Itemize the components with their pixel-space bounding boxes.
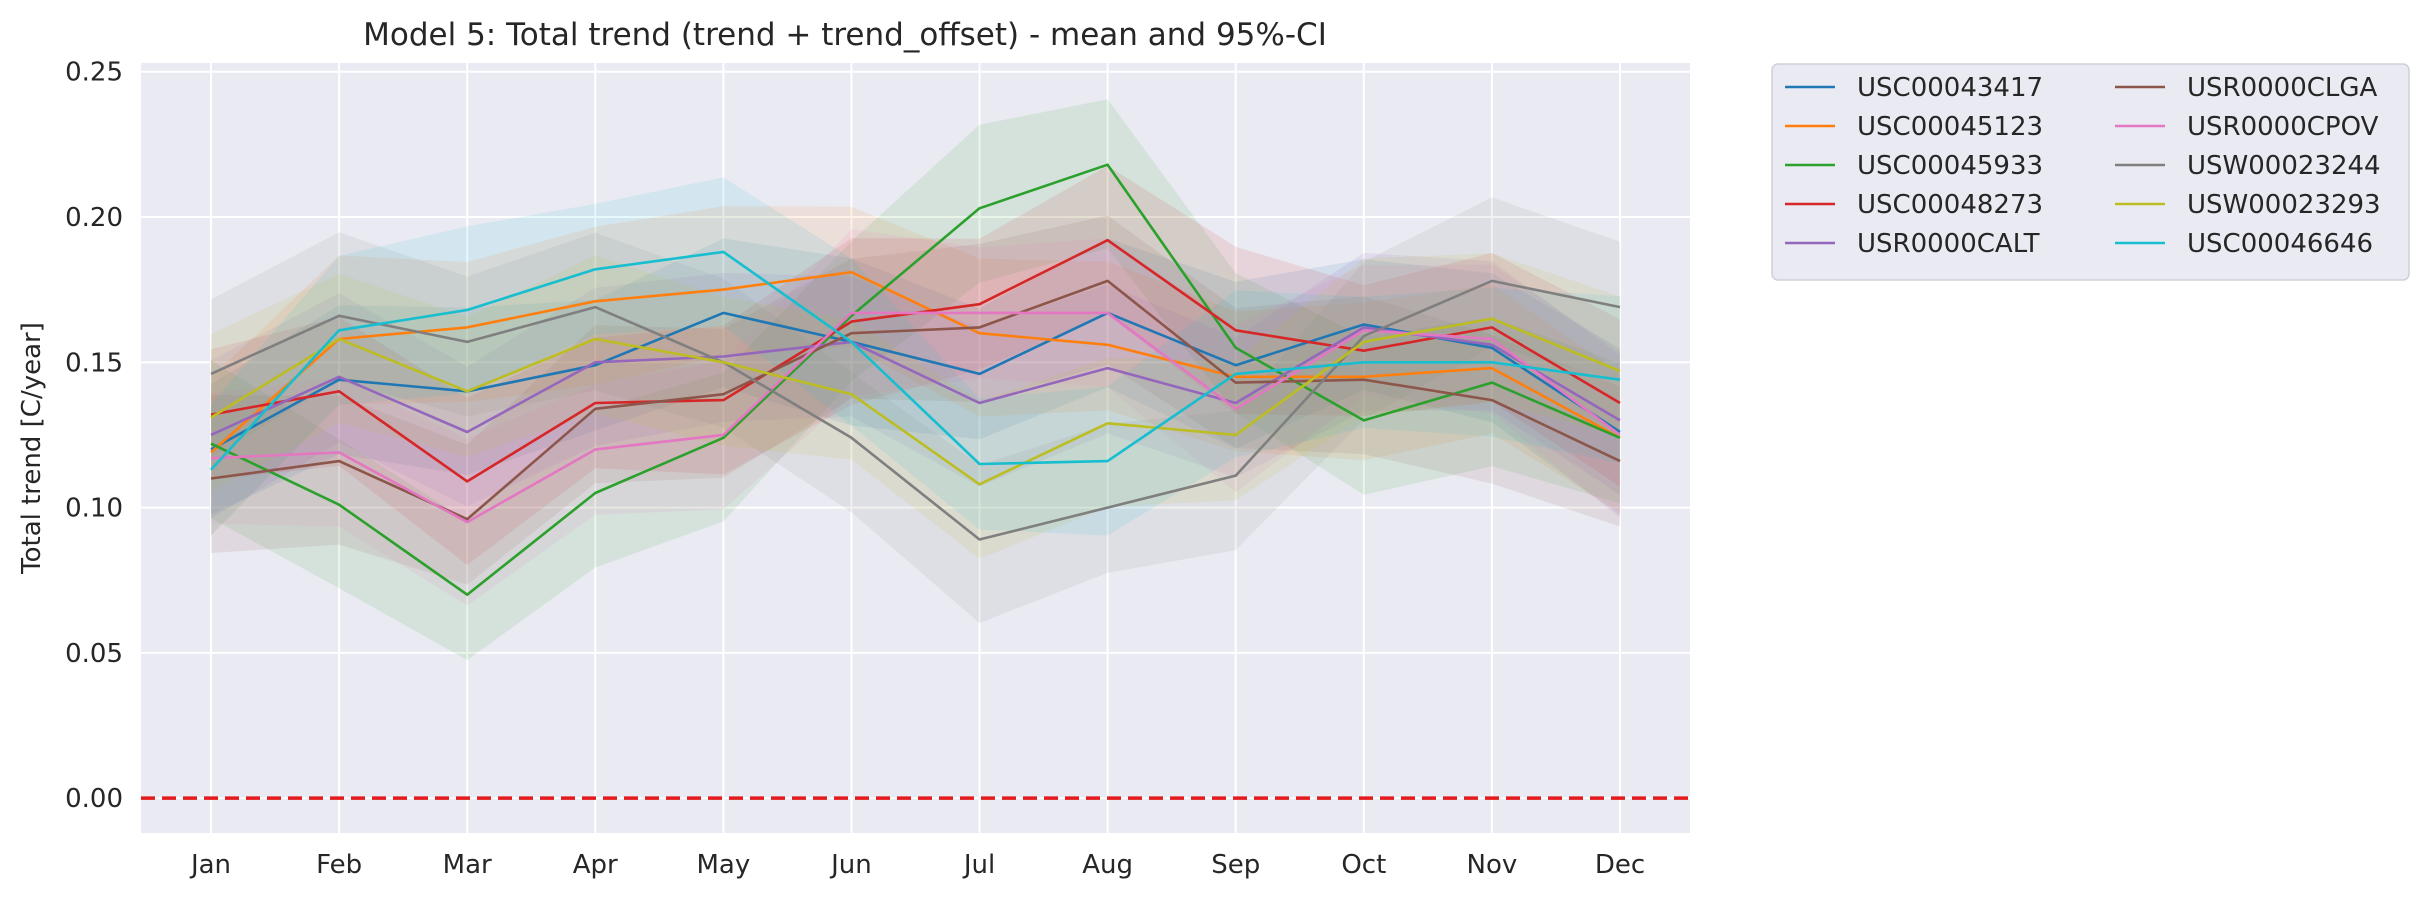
legend-label: USR0000CALT [1857, 229, 2040, 259]
y-tick-label: 0.20 [65, 203, 123, 233]
legend-box [1771, 63, 2410, 281]
legend: USC00043417 USC00045123 USC00045933 USC0004… [1771, 63, 2410, 281]
series-line-USC00046646 [210, 250, 1621, 471]
x-tick-label: May [696, 850, 750, 880]
legend-label: USC00048273 [1857, 190, 2043, 220]
grid-lines [141, 63, 1690, 833]
legend-label: USW00023293 [2187, 190, 2381, 220]
series-line-USW00023244 [210, 279, 1621, 541]
x-tick-label: Dec [1595, 850, 1645, 880]
x-tick-label: Aug [1082, 850, 1133, 880]
y-axis-ticks: 0.00 0.05 0.10 0.15 0.20 0.25 [65, 58, 123, 814]
legend-label: USR0000CLGA [2187, 73, 2378, 103]
ci-band-USC00048273 [211, 165, 1620, 566]
ci-band-USR0000CPOV [211, 229, 1620, 606]
y-tick-label: 0.05 [65, 639, 123, 669]
x-tick-label: Oct [1341, 850, 1386, 880]
x-tick-label: Nov [1467, 850, 1518, 880]
legend-label: USC00045123 [1857, 112, 2043, 142]
x-tick-label: Apr [573, 850, 618, 880]
legend-label: USC00043417 [1857, 73, 2043, 103]
series-line-USC00043417 [210, 311, 1621, 451]
ci-band-USW00023293 [211, 253, 1620, 559]
x-tick-label: Mar [443, 850, 492, 880]
x-axis-ticks: Jan Feb Mar Apr May Jun Jul Aug Sep Oct Nov Dec [189, 850, 1645, 880]
y-tick-label: 0.15 [65, 348, 123, 378]
y-tick-label: 0.10 [65, 494, 123, 524]
legend-label: USW00023244 [2187, 151, 2381, 181]
series-line-USC00045933 [210, 163, 1621, 597]
series-lines [210, 163, 1621, 597]
chart-title: Model 5: Total trend (trend + trend_offs… [363, 17, 1327, 53]
series-line-USR0000CALT [210, 326, 1621, 437]
x-tick-label: Feb [316, 850, 362, 880]
ci-band-USR0000CALT [211, 253, 1620, 519]
y-tick-label: 0.25 [65, 58, 123, 88]
y-tick-label: 0.00 [65, 784, 123, 814]
x-tick-label: Jun [829, 850, 872, 880]
y-axis-title: Total trend [C/year] [17, 322, 47, 575]
ci-band-USC00046646 [211, 177, 1620, 536]
series-line-USW00023293 [210, 317, 1621, 486]
x-tick-label: Jan [189, 850, 231, 880]
x-tick-label: Sep [1211, 850, 1260, 880]
legend-label: USR0000CPOV [2187, 112, 2379, 142]
plot-area [141, 63, 1690, 833]
series-line-USC00045123 [210, 270, 1621, 454]
ci-band-USC00045123 [211, 206, 1620, 536]
ci-band-USW00023244 [211, 197, 1620, 624]
series-line-USR0000CPOV [210, 311, 1621, 524]
x-tick-label: Jul [962, 850, 995, 880]
legend-label: USC00045933 [1857, 151, 2043, 181]
ci-band-USR0000CLGA [211, 215, 1620, 585]
legend-label: USC00046646 [2187, 229, 2373, 259]
